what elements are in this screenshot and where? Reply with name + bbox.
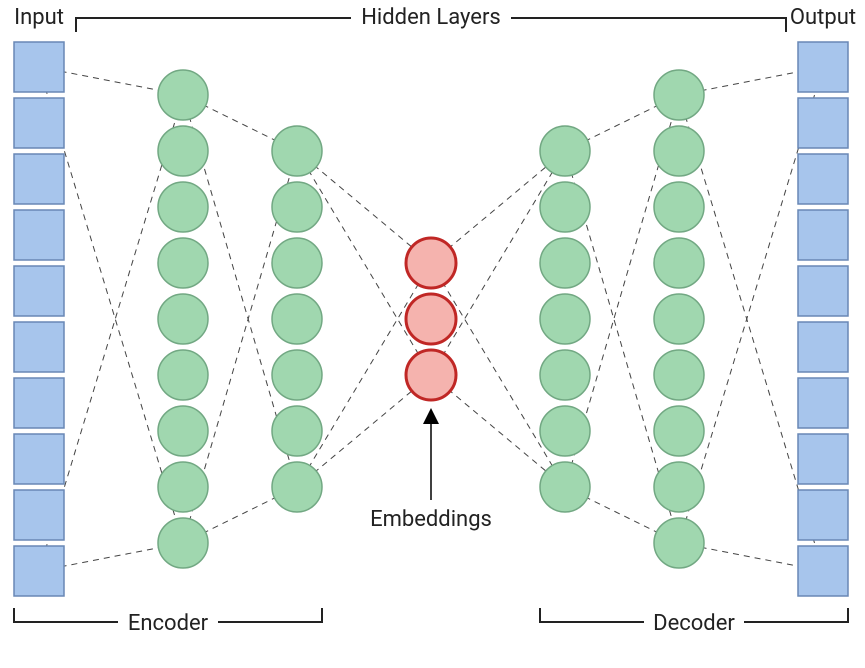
embedding-layer — [406, 238, 456, 400]
decoder-bracket-left — [540, 608, 644, 622]
input-node — [14, 434, 64, 484]
hidden-node — [272, 294, 322, 344]
embedding-node — [406, 350, 456, 400]
hidden-node — [272, 182, 322, 232]
embedding-node — [406, 238, 456, 288]
input-node — [14, 154, 64, 204]
input-layer — [14, 42, 64, 596]
hidden-node — [158, 182, 208, 232]
hidden-node — [654, 182, 704, 232]
hidden-bracket-right — [511, 18, 786, 32]
input-node — [14, 546, 64, 596]
decoder-bracket-right — [744, 608, 848, 622]
input-node — [14, 98, 64, 148]
output-node — [798, 266, 848, 316]
hidden-node — [540, 126, 590, 176]
hidden-node — [158, 350, 208, 400]
hidden-node — [158, 518, 208, 568]
encoder-bracket-right — [218, 608, 322, 622]
hidden-node — [158, 126, 208, 176]
output-node — [798, 154, 848, 204]
output-node — [798, 490, 848, 540]
output-node — [798, 378, 848, 428]
hidden-node — [272, 462, 322, 512]
hidden-node — [272, 238, 322, 288]
output-node — [798, 434, 848, 484]
hidden-node — [540, 462, 590, 512]
output-label: Output — [790, 5, 856, 30]
input-node — [14, 378, 64, 428]
hidden-node — [272, 350, 322, 400]
input-node — [14, 266, 64, 316]
embedding-node — [406, 294, 456, 344]
embeddings-label: Embeddings — [370, 507, 492, 532]
decoder-label: Decoder — [653, 611, 735, 636]
hidden-node — [272, 406, 322, 456]
input-node — [14, 322, 64, 372]
hidden-node — [654, 70, 704, 120]
output-node — [798, 322, 848, 372]
hidden-node — [654, 350, 704, 400]
hidden-node — [158, 238, 208, 288]
hidden-node — [654, 406, 704, 456]
input-label: Input — [14, 5, 64, 30]
output-node — [798, 546, 848, 596]
hidden-node — [158, 70, 208, 120]
output-node — [798, 42, 848, 92]
output-node — [798, 210, 848, 260]
output-node — [798, 98, 848, 148]
hidden-node — [540, 294, 590, 344]
input-node — [14, 210, 64, 260]
encoder-bracket-left — [14, 608, 118, 622]
hidden-node — [654, 294, 704, 344]
hidden-node — [654, 238, 704, 288]
hidden-node — [654, 126, 704, 176]
embeddings-arrow-head — [423, 408, 439, 424]
hidden-node — [158, 406, 208, 456]
hidden-node — [654, 518, 704, 568]
encoder-label: Encoder — [128, 611, 209, 636]
hidden-node — [540, 182, 590, 232]
hidden-node — [158, 294, 208, 344]
input-node — [14, 490, 64, 540]
hidden-node — [540, 406, 590, 456]
hidden-label: Hidden Layers — [361, 5, 501, 30]
hidden-node — [540, 350, 590, 400]
input-node — [14, 42, 64, 92]
hidden-node — [272, 126, 322, 176]
hidden-node — [540, 238, 590, 288]
hidden-node — [654, 462, 704, 512]
hidden-bracket-left — [76, 18, 351, 32]
hidden-node — [158, 462, 208, 512]
output-layer — [798, 42, 848, 596]
